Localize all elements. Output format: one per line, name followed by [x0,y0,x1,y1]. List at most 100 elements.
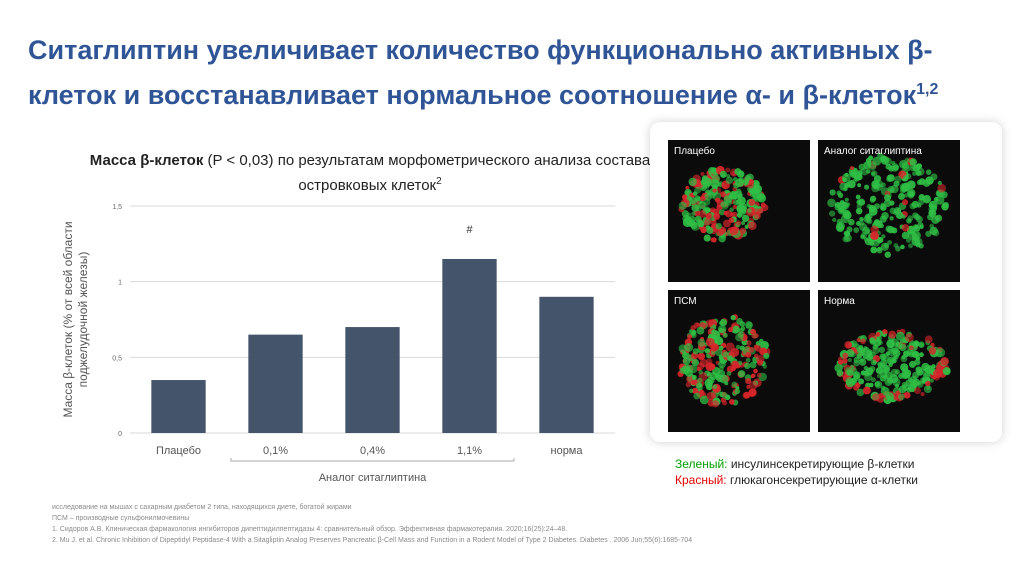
cell [691,374,697,380]
x-tick-label: 1,1% [457,445,482,457]
cell [890,163,900,172]
cell [718,209,725,216]
cell [690,332,697,339]
cell [888,330,897,339]
cell [907,231,917,240]
cell [852,371,861,380]
cell [900,363,909,372]
cell [726,173,731,179]
cell [692,191,698,196]
cell [862,386,871,395]
cell [908,243,913,249]
cell [698,370,703,375]
cell [699,195,706,202]
cell [699,358,708,368]
cell [699,395,709,405]
cell [860,370,867,376]
cell [753,184,759,191]
cell [737,370,746,378]
cell [910,375,918,383]
cell [747,208,752,213]
cell [876,247,883,254]
cell [870,231,879,241]
cell [883,374,889,380]
cell [863,365,869,371]
cell [890,338,899,347]
cell [693,392,701,400]
cell [719,170,727,178]
cell [936,348,946,358]
cell [836,190,842,196]
cell [734,388,741,395]
cell [682,357,691,365]
cell [696,382,702,389]
cell [697,352,706,361]
cell [872,156,882,166]
cell [851,172,857,178]
cell [722,400,728,406]
chart-title: Масса β-клеток (P < 0,03) по результатам… [60,150,680,196]
legend-entry: Зеленый: инсулинсекретирующие β-клетки [675,456,918,472]
cell [898,193,905,200]
cell [695,204,702,212]
y-axis-label-line: поджелудочной железы) [76,252,90,388]
cell [895,331,905,341]
cell [722,351,730,358]
cell [873,184,879,190]
cell [845,377,854,386]
cell [872,346,880,354]
cell [734,168,742,176]
cell [909,158,917,166]
cell [749,361,757,369]
cell [721,392,728,399]
cell [697,338,706,347]
cell [880,242,889,251]
cell [746,340,752,346]
legend-text: глюкагонсекретирующие α-клетки [726,473,918,487]
cell [889,200,895,206]
cell [745,177,750,182]
cell [715,197,721,203]
slide-title: Ситаглиптин увеличивает количество функц… [28,30,1008,115]
cell [930,173,938,181]
group-label: Аналог ситаглиптина [319,472,427,484]
cell [684,368,693,377]
cell [942,367,951,376]
cell [840,214,850,224]
cell [715,222,722,230]
cell [705,319,714,328]
micrograph-label: ПСМ [674,296,697,307]
cell [842,352,849,359]
cell [751,373,756,378]
cell [682,352,689,359]
cell [711,400,720,408]
cell [723,211,728,216]
cell [855,207,863,215]
cell [711,174,721,183]
cell [886,377,894,384]
cell [874,381,881,388]
cell [866,160,872,166]
cell [711,223,716,229]
footnotes: исследование на мышах с сахарным диабето… [52,502,692,546]
cell [933,197,939,202]
cell [924,335,933,344]
cell [745,321,753,329]
cell [712,188,717,193]
cell [751,332,758,339]
cell [706,226,714,235]
cell [940,357,949,366]
cell [693,322,700,329]
cell [918,178,926,186]
cell [901,231,910,240]
cell [866,350,873,357]
cell [827,198,836,208]
cell [892,349,901,357]
cell [855,194,861,200]
cell [691,387,699,394]
cell [887,240,892,245]
cell [925,380,931,387]
cell [870,246,878,254]
cell [860,234,866,240]
cell [894,369,900,375]
